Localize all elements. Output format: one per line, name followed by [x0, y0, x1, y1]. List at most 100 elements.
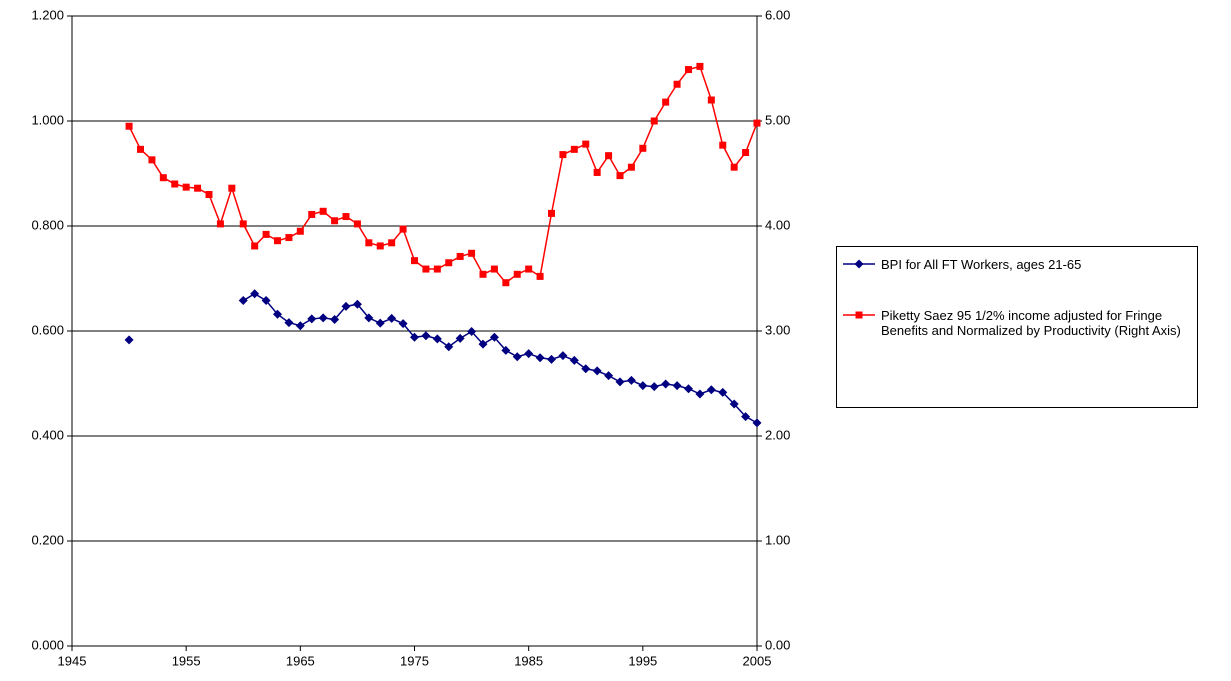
- marker: [525, 265, 533, 273]
- x-tick-label: 1945: [58, 653, 87, 668]
- marker: [535, 353, 545, 363]
- marker: [707, 96, 715, 104]
- marker: [171, 180, 179, 188]
- legend-swatch: [843, 259, 875, 269]
- series-line: [128, 65, 758, 284]
- marker: [685, 66, 692, 74]
- x-tick-label: 1955: [172, 653, 201, 668]
- marker: [318, 313, 328, 323]
- marker: [490, 265, 498, 273]
- marker: [433, 265, 441, 273]
- marker: [615, 377, 625, 387]
- marker: [592, 366, 602, 376]
- marker: [718, 387, 728, 397]
- marker: [478, 339, 488, 349]
- marker: [365, 239, 373, 247]
- marker: [695, 389, 705, 399]
- marker: [752, 418, 762, 428]
- marker: [148, 156, 156, 164]
- marker: [274, 237, 281, 245]
- marker: [558, 351, 568, 361]
- marker: [479, 270, 487, 278]
- marker: [331, 217, 339, 225]
- y2-tick-label: 5.00: [765, 112, 790, 127]
- x-tick-label: 2005: [743, 653, 772, 668]
- y2-tick-label: 4.00: [765, 217, 790, 232]
- y-tick-label: 0.200: [31, 532, 64, 547]
- marker: [352, 299, 362, 309]
- marker: [342, 213, 350, 221]
- marker: [376, 242, 384, 250]
- marker: [512, 352, 522, 362]
- y-tick-label: 0.800: [31, 217, 64, 232]
- marker: [194, 184, 202, 192]
- marker: [455, 333, 465, 343]
- marker: [536, 272, 544, 280]
- marker: [456, 252, 464, 260]
- marker: [547, 354, 556, 364]
- y-tick-label: 0.600: [31, 322, 64, 337]
- marker: [855, 311, 863, 319]
- marker: [388, 239, 396, 247]
- marker: [353, 220, 361, 228]
- marker: [627, 163, 635, 171]
- marker: [649, 382, 659, 392]
- marker: [684, 384, 693, 394]
- marker: [569, 355, 579, 365]
- marker: [421, 331, 431, 341]
- y-tick-label: 0.000: [31, 637, 64, 652]
- marker: [502, 279, 510, 287]
- marker: [308, 210, 316, 218]
- marker: [706, 385, 716, 395]
- y-tick-label: 0.400: [31, 427, 64, 442]
- legend-swatch: [843, 311, 875, 319]
- marker: [626, 375, 636, 385]
- marker: [524, 349, 534, 359]
- marker: [605, 152, 613, 160]
- marker: [639, 144, 647, 152]
- marker: [501, 345, 511, 355]
- marker: [285, 234, 293, 242]
- marker: [261, 296, 271, 306]
- marker: [251, 242, 259, 250]
- marker: [616, 172, 624, 180]
- x-tick-label: 1965: [286, 653, 315, 668]
- marker: [672, 381, 682, 391]
- marker: [307, 314, 317, 324]
- marker: [719, 141, 727, 149]
- marker: [559, 151, 567, 159]
- marker: [238, 296, 248, 306]
- marker: [250, 289, 260, 299]
- marker: [604, 371, 614, 381]
- y2-tick-label: 1.00: [765, 532, 790, 547]
- marker: [262, 230, 270, 238]
- marker: [411, 257, 418, 265]
- marker: [593, 168, 601, 176]
- marker: [295, 321, 305, 331]
- marker: [410, 332, 419, 342]
- marker: [650, 117, 658, 125]
- marker: [398, 319, 408, 329]
- marker: [239, 220, 247, 228]
- marker: [124, 335, 134, 345]
- marker: [638, 381, 648, 391]
- marker: [513, 270, 521, 278]
- marker: [375, 318, 385, 328]
- y2-tick-label: 0.00: [765, 637, 790, 652]
- legend-entry: BPI for All FT Workers, ages 21-65: [841, 257, 1191, 272]
- marker: [399, 225, 407, 233]
- marker: [341, 301, 351, 311]
- marker: [125, 122, 133, 130]
- marker: [729, 399, 739, 409]
- marker: [570, 145, 578, 153]
- marker: [854, 259, 864, 269]
- marker: [182, 183, 190, 191]
- marker: [467, 327, 477, 337]
- legend-entry: Piketty Saez 95 1/2% income adjusted for…: [841, 308, 1191, 338]
- y-tick-label: 1.000: [31, 112, 64, 127]
- marker: [444, 342, 454, 352]
- x-tick-label: 1975: [400, 653, 429, 668]
- marker: [216, 220, 224, 228]
- marker: [662, 98, 670, 106]
